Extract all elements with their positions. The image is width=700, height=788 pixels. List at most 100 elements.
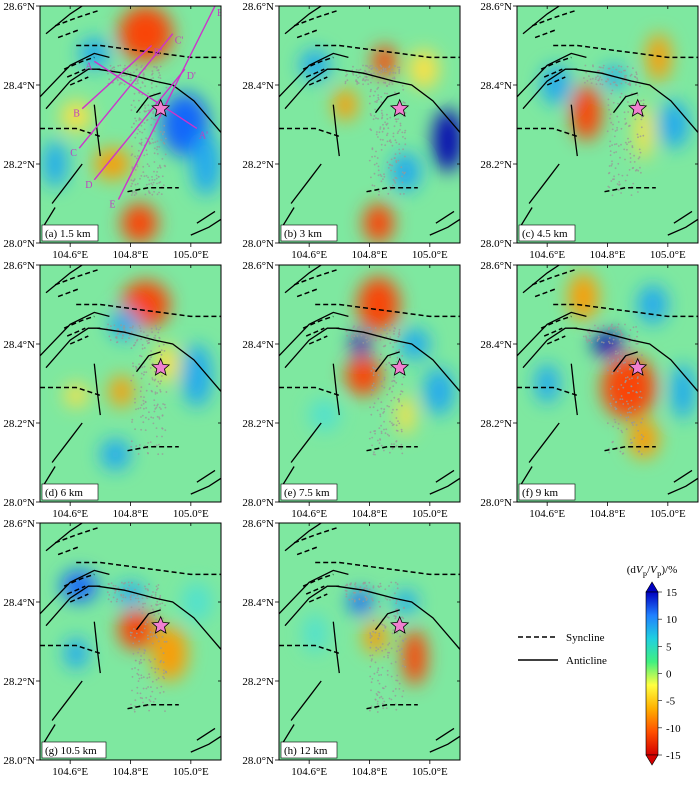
velocity-anomaly: [363, 621, 388, 654]
panel-label: (d) 6 km: [45, 487, 83, 499]
y-tick-label: 28.0°N: [3, 238, 35, 250]
epicenter-star: [151, 615, 171, 634]
x-tick-label: 104.8°E: [590, 508, 626, 520]
velocity-anomaly: [64, 637, 89, 670]
velocity-anomaly: [658, 100, 689, 149]
panel-a: A A' B B' C C' D D' E E' (a) 1.5 km 104.6°E 104.8°E 1…: [3, 1, 225, 261]
syncline-trace: [604, 186, 656, 193]
velocity-anomaly: [94, 148, 131, 180]
anticline-trace: [45, 6, 83, 35]
velocity-anomaly: [628, 419, 659, 459]
syncline-trace: [66, 585, 86, 595]
velocity-anomaly: [181, 344, 212, 408]
velocity-anomaly: [154, 344, 179, 384]
anticline-trace: [190, 218, 221, 236]
panel-label: (c) 4.5 km: [522, 228, 568, 240]
velocity-anomaly: [181, 582, 212, 622]
panel-label-box: [518, 483, 576, 501]
anticline-trace: [40, 569, 110, 615]
anticline-trace: [435, 210, 455, 224]
panel-label-box: [41, 483, 99, 501]
x-tick-label: 104.8°E: [352, 766, 388, 778]
y-tick-label: 28.0°N: [242, 238, 274, 250]
syncline-trace: [296, 287, 319, 298]
x-tick-label: 104.6°E: [291, 249, 327, 261]
syncline-trace: [302, 315, 334, 329]
panel-label: (g) 10.5 km: [45, 745, 97, 757]
y-tick-label: 28.2°N: [3, 159, 35, 171]
anticline-trace: [42, 466, 56, 487]
anticline-trace: [336, 68, 460, 133]
syncline-trace: [604, 445, 656, 452]
anticline-trace: [45, 327, 101, 369]
panel-label: (h) 12 km: [284, 745, 328, 757]
panel-h: (h) 12 km 104.6°E 104.8°E 105.0°E 28.0°N 28.2…: [242, 518, 461, 778]
y-tick-label: 28.6°N: [3, 260, 35, 272]
colorbar-top-arrow: [645, 581, 659, 593]
syncline-trace: [305, 327, 325, 337]
y-tick-label: 28.4°N: [242, 80, 274, 92]
y-tick-label: 28.2°N: [3, 676, 35, 688]
y-tick-label: 28.4°N: [3, 597, 35, 609]
seismicity-cluster: [106, 581, 168, 713]
epicenter-star: [628, 98, 648, 117]
anticline-trace: [97, 327, 221, 392]
x-tick-label: 105.0°E: [412, 766, 448, 778]
anticline-trace: [667, 218, 698, 236]
syncline-trace: [76, 44, 221, 59]
syncline-trace: [534, 287, 557, 298]
x-tick-label: 104.6°E: [52, 766, 88, 778]
anticline-trace: [42, 207, 56, 228]
x-tick-label: 104.6°E: [291, 766, 327, 778]
velocity-anomaly: [61, 100, 92, 133]
anticline-trace: [290, 680, 322, 721]
y-tick-label: 28.0°N: [3, 755, 35, 767]
velocity-anomaly: [399, 328, 430, 360]
velocity-anomaly: [190, 132, 221, 196]
panel-label: (b) 3 km: [284, 228, 322, 240]
velocity-anomaly: [151, 625, 188, 681]
anticline-trace: [673, 469, 693, 483]
panel-b: (b) 3 km 104.6°E 104.8°E 105.0°E 28.0°N 28.2°…: [242, 1, 461, 261]
anticline-trace: [51, 680, 83, 721]
velocity-anomaly: [571, 85, 602, 141]
syncline-trace: [543, 68, 563, 78]
profile-start-label: E: [109, 200, 115, 211]
panel-label-box: [41, 224, 99, 242]
syncline-trace: [69, 76, 89, 86]
anticline-trace: [519, 466, 533, 487]
syncline-trace: [302, 573, 334, 587]
syncline-trace: [540, 315, 572, 329]
profile-start-label: C: [70, 148, 77, 159]
syncline-trace: [315, 303, 460, 318]
panel-label-box: [280, 224, 338, 242]
anticline-trace: [574, 68, 698, 133]
profile-start-label: A: [85, 61, 93, 72]
syncline-trace: [534, 28, 557, 39]
anticline-trace: [51, 422, 83, 463]
epicenter-star: [390, 98, 410, 117]
velocity-anomaly: [43, 140, 68, 188]
velocity-anomaly: [345, 355, 382, 396]
y-tick-label: 28.0°N: [242, 497, 274, 509]
y-tick-label: 28.4°N: [480, 339, 512, 351]
panel-label-box: [518, 224, 576, 242]
panel-label: (a) 1.5 km: [45, 228, 91, 240]
colorbar-tick-label: 10: [666, 614, 678, 626]
y-tick-label: 28.2°N: [480, 159, 512, 171]
y-tick-label: 28.4°N: [242, 339, 274, 351]
syncline-trace: [63, 315, 95, 329]
syncline-trace: [546, 335, 566, 345]
x-tick-label: 104.8°E: [113, 508, 149, 520]
profile-end-label: D': [187, 71, 196, 82]
profile-end-label: E': [217, 8, 225, 19]
x-tick-label: 105.0°E: [173, 249, 209, 261]
anticline-trace: [612, 92, 638, 114]
velocity-anomaly: [348, 590, 373, 614]
anticline-trace: [284, 523, 322, 552]
velocity-anomaly: [541, 65, 572, 105]
epicenter-star: [628, 357, 648, 376]
anticline-trace: [196, 727, 216, 741]
syncline-trace: [302, 56, 334, 70]
anticline-trace: [281, 207, 295, 228]
